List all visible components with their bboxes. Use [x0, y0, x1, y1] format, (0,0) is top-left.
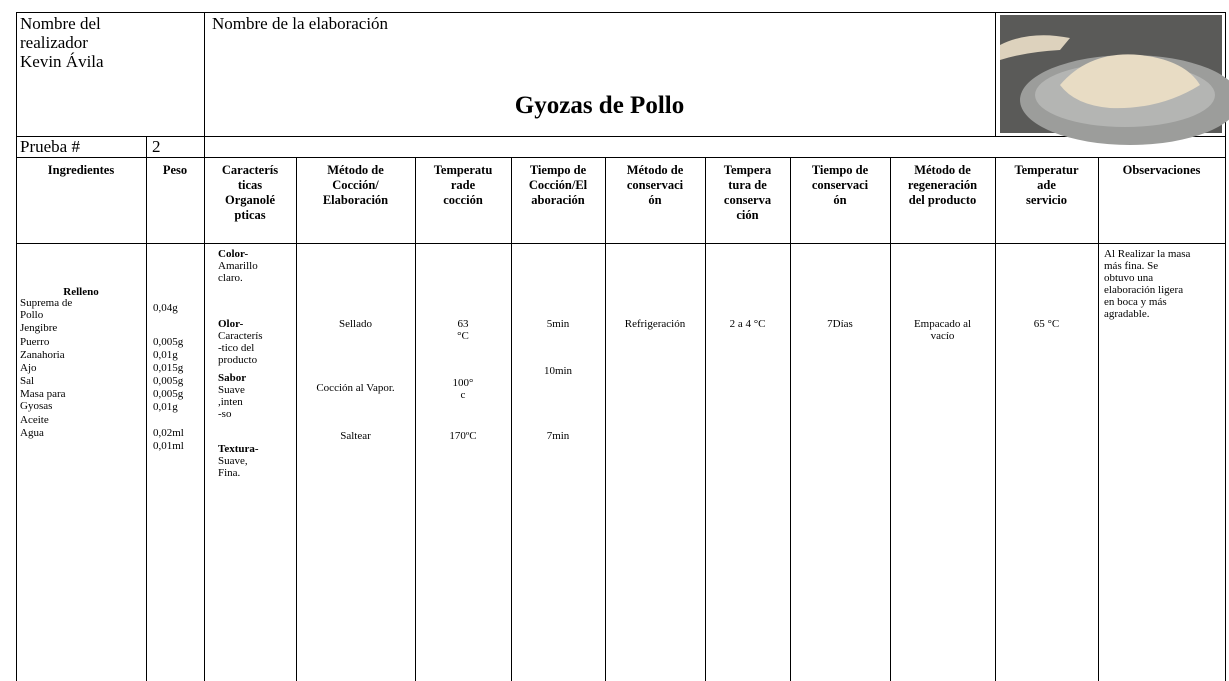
regeneration-method: Empacado al vacío: [913, 318, 972, 343]
ingredient: Suprema de Pollo: [20, 297, 73, 322]
weight: 0,005g: [153, 388, 184, 400]
dish-photo: [1000, 15, 1229, 145]
weight: 0,005g: [153, 375, 184, 387]
cooking-temperature: 63 °C: [457, 318, 469, 343]
characteristic-text: Caracterís -tico del producto: [218, 330, 263, 367]
column-header: Método de Cocción/ Elaboración: [322, 163, 389, 207]
characteristic-label: Sabor: [218, 372, 247, 384]
column-header: Método de regeneración del producto: [907, 163, 978, 207]
column-header: Observaciones: [1122, 163, 1201, 177]
ingredient: Puerro: [20, 336, 50, 348]
column-header: Tempera tura de conserva ción: [723, 163, 772, 222]
column-header: Ingredientes: [47, 163, 115, 177]
dish-label: Nombre de la elaboración: [212, 14, 389, 33]
test-label: Prueba #: [20, 137, 80, 156]
ingredient: Masa para Gyosas: [20, 388, 66, 413]
weight: 0,01g: [153, 349, 178, 361]
cooking-temperature: 170ºC: [449, 430, 477, 442]
characteristic-label: Color-: [218, 248, 249, 260]
weight: 0,01g: [153, 401, 178, 413]
cooking-method: Cocción al Vapor.: [316, 382, 395, 394]
column-header: Temperatu rade cocción: [433, 163, 493, 207]
ingredient: Zanahoria: [20, 349, 65, 361]
column-header: Tiempo de conservaci ón: [811, 163, 869, 207]
ingredient-group: Relleno: [63, 286, 99, 298]
cooking-time: 7min: [546, 430, 570, 442]
author-label: Nombre del realizador: [20, 14, 101, 53]
weight: 0,015g: [153, 362, 184, 374]
column-header: Método de conservaci ón: [626, 163, 684, 207]
conservation-time: 7Días: [827, 318, 853, 330]
ingredient: Sal: [20, 375, 35, 387]
dish-name: Gyozas de Pollo: [514, 92, 685, 119]
characteristic-text: Suave, Fina.: [218, 455, 248, 480]
ingredient: Agua: [20, 427, 44, 439]
weight: 0,04g: [153, 302, 178, 314]
column-header: Peso: [162, 163, 188, 177]
characteristic-text: Amarillo claro.: [218, 260, 258, 285]
cooking-method: Saltear: [340, 430, 371, 442]
test-value: 2: [152, 137, 161, 156]
column-header: Temperatur ade servicio: [1014, 163, 1079, 207]
characteristic-text: Suave ,inten -so: [218, 384, 245, 421]
cooking-time: 5min: [546, 318, 570, 330]
weight: 0,02ml: [153, 427, 184, 439]
column-header: Caracterís ticas Organolé pticas: [221, 163, 279, 222]
cooking-time: 10min: [543, 365, 573, 377]
characteristic-label: Textura-: [218, 443, 259, 455]
cooking-temperature: 100° c: [452, 377, 474, 402]
ingredient: Jengibre: [20, 322, 58, 334]
service-temperature: 65 °C: [1033, 318, 1060, 330]
weight: 0,005g: [153, 336, 184, 348]
conservation-temperature: 2 a 4 °C: [729, 318, 766, 330]
author: Kevin Ávila: [20, 52, 104, 71]
ingredient: Aceite: [20, 414, 49, 426]
observations: Al Realizar la masa más fina. Se obtuvo …: [1104, 248, 1191, 321]
weight: 0,01ml: [153, 440, 184, 452]
ingredient: Ajo: [20, 362, 37, 374]
cooking-method: Sellado: [339, 318, 372, 330]
characteristic-label: Olor-: [218, 318, 244, 330]
column-header: Tiempo de Cocción/El aboración: [528, 163, 588, 207]
conservation-method: Refrigeración: [624, 318, 686, 330]
